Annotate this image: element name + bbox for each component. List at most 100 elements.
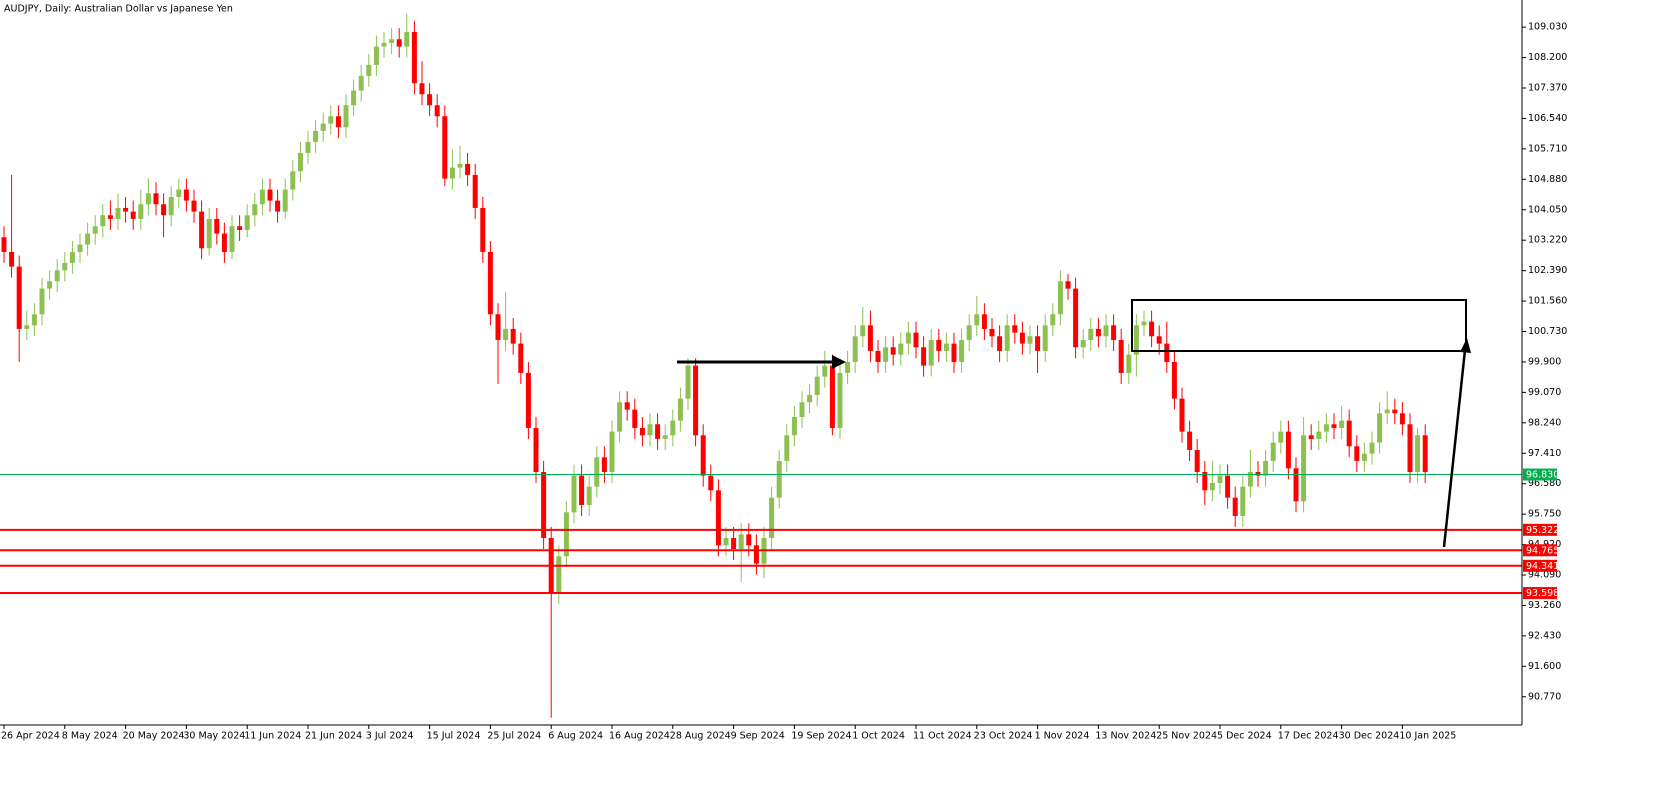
y-tick-label: 104.880: [1528, 174, 1567, 185]
arrow-head: [832, 355, 846, 369]
candle-body: [1263, 460, 1269, 476]
candle-body: [1354, 446, 1360, 461]
x-tick-label: 19 Sep 2024: [791, 731, 851, 742]
level-label: 93.598: [1526, 588, 1559, 599]
candle-body: [297, 152, 303, 172]
candle-body: [708, 475, 714, 491]
candle-body: [1171, 361, 1177, 399]
candle-body: [951, 343, 957, 362]
candle-body: [275, 200, 281, 212]
candle-body: [1316, 431, 1322, 439]
x-tick-label: 25 Jul 2024: [487, 731, 541, 742]
candle-body: [829, 365, 835, 428]
candle-body: [1369, 442, 1375, 454]
y-tick-label: 90.770: [1528, 691, 1561, 702]
candle-body: [54, 270, 60, 282]
candle-body: [1012, 325, 1018, 333]
y-tick-label: 103.220: [1528, 235, 1567, 246]
candle-body: [24, 325, 30, 329]
candle-body: [769, 497, 775, 538]
candle-body: [1088, 328, 1094, 340]
candle-body: [601, 457, 607, 472]
candle-body: [799, 402, 805, 417]
candle-body: [100, 215, 106, 227]
candle-body: [913, 332, 919, 348]
x-tick-label: 1 Oct 2024: [852, 731, 905, 742]
level-label-box: [1523, 544, 1557, 557]
candle-body: [495, 314, 501, 340]
candle-body: [1179, 398, 1185, 432]
x-tick-label: 25 Nov 2024: [1156, 731, 1217, 742]
candle-body: [563, 512, 569, 557]
candle-body: [905, 332, 911, 344]
y-tick-label: 98.240: [1528, 417, 1561, 428]
candle-body: [1293, 468, 1299, 502]
candle-body: [1339, 420, 1345, 428]
level-label: 94.765: [1526, 545, 1559, 556]
candle-body: [419, 83, 425, 95]
candle-body: [1080, 339, 1086, 348]
candle-body: [1019, 332, 1025, 344]
candle-body: [69, 251, 75, 263]
candle-body: [358, 75, 364, 91]
x-tick-label: 6 Aug 2024: [548, 731, 603, 742]
x-tick-label: 1 Nov 2024: [1035, 731, 1090, 742]
candle-body: [1118, 339, 1124, 373]
candle-body: [1285, 431, 1291, 469]
candle-body: [852, 336, 858, 362]
candle-body: [655, 424, 661, 439]
candle-body: [404, 31, 410, 47]
candle-body: [77, 244, 83, 252]
x-tick-label: 13 Nov 2024: [1095, 731, 1156, 742]
candle-body: [1255, 471, 1261, 476]
candle-body: [1278, 431, 1284, 443]
candle-body: [1027, 336, 1033, 344]
candle-body: [738, 534, 744, 549]
candle-body: [700, 435, 706, 476]
candle-body: [305, 141, 311, 153]
candle-body: [1247, 471, 1253, 487]
level-label-box: [1523, 587, 1557, 600]
candle-body: [206, 218, 212, 249]
candle-body: [860, 325, 866, 337]
candle-body: [1149, 321, 1155, 337]
x-tick-label: 17 Dec 2024: [1278, 731, 1339, 742]
x-tick-label: 11 Oct 2024: [913, 731, 972, 742]
candle-body: [883, 347, 889, 362]
candle-body: [1240, 486, 1246, 516]
y-tick-label: 102.390: [1528, 265, 1567, 276]
y-tick-label: 94.090: [1528, 570, 1561, 581]
candle-body: [1126, 354, 1132, 373]
level-label: 94.341: [1526, 561, 1559, 572]
candle-body: [1217, 475, 1223, 483]
x-tick-label: 21 Jun 2024: [305, 731, 362, 742]
candle-body: [1392, 409, 1398, 414]
x-tick-label: 5 Dec 2024: [1217, 731, 1272, 742]
candle-body: [1057, 281, 1063, 315]
candle-body: [1156, 336, 1162, 344]
candle-body: [1141, 321, 1147, 326]
level-label: 95.322: [1526, 525, 1559, 536]
candle-body: [107, 215, 113, 219]
y-tick-label: 107.370: [1528, 83, 1567, 94]
candle-body: [1232, 497, 1238, 516]
candle-body: [1331, 424, 1337, 428]
candle-body: [670, 420, 676, 436]
candle-body: [685, 365, 691, 399]
candle-body: [966, 325, 972, 340]
y-tick-label: 92.430: [1528, 630, 1561, 641]
candle-body: [183, 189, 189, 201]
candle-body: [39, 288, 45, 315]
candle-body: [746, 534, 752, 546]
candle-body: [244, 215, 250, 230]
candle-body: [1407, 424, 1413, 472]
annotations: [677, 299, 1471, 548]
candle-body: [1384, 409, 1390, 414]
candle-body: [199, 211, 205, 249]
candle-body: [807, 394, 813, 403]
candle-body: [1301, 435, 1307, 502]
candle-body: [92, 226, 98, 234]
candle-body: [396, 39, 402, 47]
